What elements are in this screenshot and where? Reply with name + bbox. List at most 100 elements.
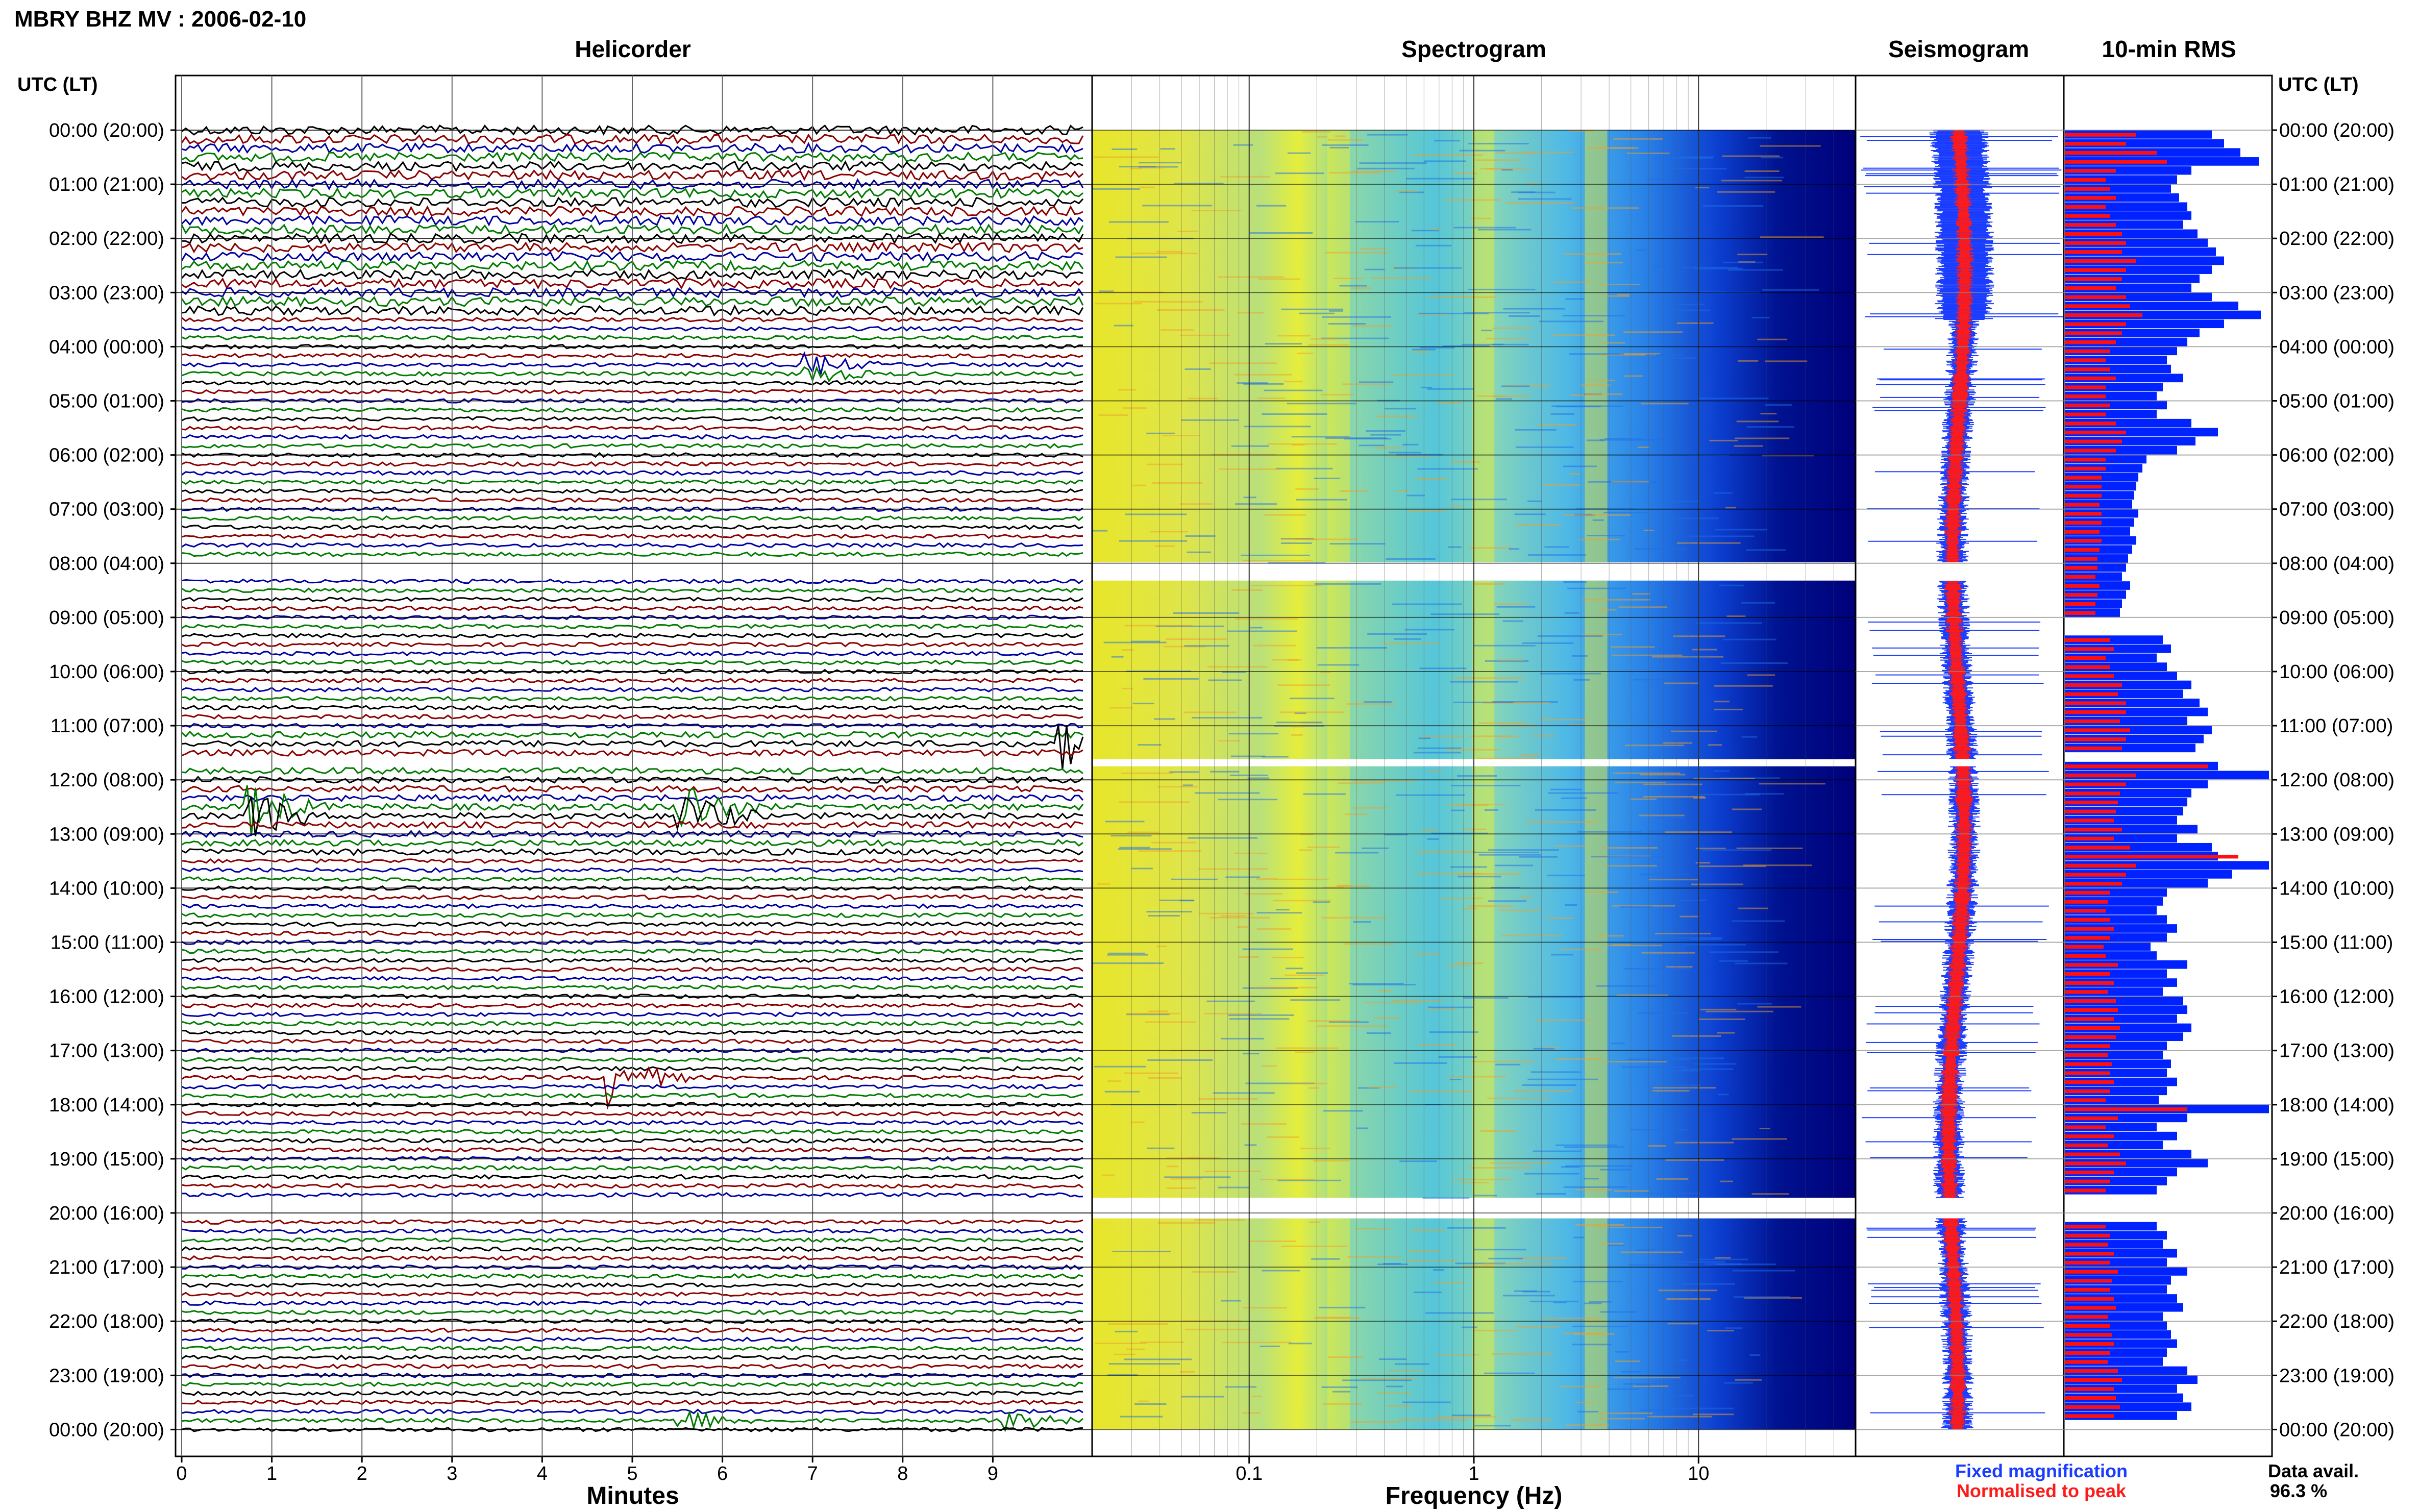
spectrogram-texture xyxy=(1689,938,1721,940)
spectrogram-texture xyxy=(1662,1070,1700,1072)
spectrogram-texture xyxy=(1626,152,1670,154)
spectrogram-texture xyxy=(1492,343,1503,345)
spectrogram-texture xyxy=(1570,394,1593,396)
spectrogram-texture xyxy=(1738,907,1768,909)
rms-normalised-bar xyxy=(2065,394,2106,399)
spectrogram-texture xyxy=(1592,519,1604,521)
spectrogram-texture xyxy=(1502,1295,1555,1297)
spectrogram-texture xyxy=(1599,1418,1645,1420)
spectrogram-texture xyxy=(1108,1363,1180,1365)
spectrogram-texture xyxy=(1732,1138,1787,1140)
spectrogram-texture xyxy=(1613,772,1681,774)
spectrogram-texture xyxy=(1715,1263,1776,1266)
spectrogram-texture xyxy=(1296,972,1328,974)
helicorder-x-tick-label: 0 xyxy=(176,1463,187,1484)
spectrogram-texture xyxy=(1209,362,1277,364)
rms-normalised-bar xyxy=(2065,1351,2110,1355)
helicorder-x-tick-label: 8 xyxy=(897,1463,908,1484)
spectrogram-texture xyxy=(1273,900,1331,902)
spectrogram-texture xyxy=(1518,191,1556,193)
spectrogram-texture xyxy=(1520,754,1540,756)
spectrogram-texture xyxy=(1376,415,1417,417)
spectrogram-texture xyxy=(1125,513,1187,515)
spectrogram-texture xyxy=(1643,783,1702,785)
spectrogram-texture xyxy=(1698,865,1766,867)
spectrogram-texture xyxy=(1276,467,1333,469)
rms-normalised-bar xyxy=(2065,250,2122,254)
spectrogram-texture xyxy=(1188,398,1218,400)
rms-normalised-bar xyxy=(2065,449,2116,453)
spectrogram-texture xyxy=(1536,1019,1592,1021)
spectrogram-texture xyxy=(1119,801,1190,803)
spectrogram-texture xyxy=(1472,852,1539,853)
hour-label-right: 16:00 (12:00) xyxy=(2279,986,2395,1008)
spectrogram-texture xyxy=(1244,426,1311,428)
spectrogram-texture xyxy=(1667,1323,1699,1325)
spectrogram-texture xyxy=(1597,935,1624,937)
spectrogram-texture xyxy=(1721,180,1783,182)
hour-label-left: 10:00 (06:00) xyxy=(49,661,164,683)
rms-normalised-bar xyxy=(2065,809,2116,813)
spectrogram-texture xyxy=(1640,774,1686,776)
spectrogram-texture xyxy=(1241,554,1310,556)
spectrogram-texture xyxy=(1611,646,1655,648)
spectrogram-texture xyxy=(1367,134,1408,136)
spectrogram-texture xyxy=(1287,152,1311,154)
spectrogram-texture xyxy=(1725,507,1736,509)
spectrogram-texture xyxy=(1669,1395,1694,1397)
spectrogram-texture xyxy=(1179,1371,1195,1373)
spectrogram-texture xyxy=(1478,722,1525,724)
spectrogram-texture xyxy=(1394,638,1421,640)
spectrogram-texture xyxy=(1522,1084,1576,1086)
rms-normalised-bar xyxy=(2065,1306,2116,1310)
spectrogram-texture xyxy=(1732,1270,1795,1272)
spectrogram-texture xyxy=(1522,642,1574,644)
rms-normalised-bar xyxy=(2065,268,2126,272)
spectrogram-texture xyxy=(1682,1283,1735,1285)
spectrogram-texture xyxy=(1734,445,1763,447)
spectrogram-texture xyxy=(1262,1270,1300,1272)
rms-normalised-bar xyxy=(2065,286,2116,290)
spectrogram-texture xyxy=(1335,852,1379,854)
spectrogram-texture xyxy=(1586,439,1605,441)
spectrogram-texture xyxy=(1436,1416,1497,1418)
spectrogram-texture xyxy=(1623,1383,1661,1385)
rms-normalised-bar xyxy=(2065,1396,2116,1400)
spectrogram-texture xyxy=(1757,1006,1801,1008)
spectrogram-texture xyxy=(1485,660,1529,662)
spectrogram-texture xyxy=(1295,488,1319,490)
spectrogram-texture xyxy=(1133,301,1203,303)
spectrogram-texture xyxy=(1334,278,1364,280)
spectrogram-texture xyxy=(1264,389,1323,391)
spectrogram-texture xyxy=(1516,524,1561,526)
helicorder-x-tick-label: 4 xyxy=(537,1463,548,1484)
hour-label-left: 21:00 (17:00) xyxy=(49,1257,164,1278)
spectrogram-texture xyxy=(1760,413,1777,415)
rms-normalised-bar xyxy=(2065,701,2126,705)
spectrogram-texture xyxy=(1414,1292,1442,1294)
spectrogram-texture xyxy=(1138,744,1162,746)
spectrogram-texture xyxy=(1655,817,1685,819)
spectrogram-texture xyxy=(1134,1403,1167,1405)
spectrogram-texture xyxy=(1411,1229,1444,1231)
spectrogram-texture xyxy=(1448,546,1462,548)
spectrogram-bright-band xyxy=(1585,766,1608,1198)
hour-label-left: 08:00 (04:00) xyxy=(49,553,164,575)
spectrogram-texture xyxy=(1220,915,1247,917)
spectrogram-texture xyxy=(1357,167,1415,169)
spectrogram-texture xyxy=(1412,351,1429,353)
spectrogram-texture xyxy=(1464,312,1530,314)
spectrogram-texture xyxy=(1569,130,1594,132)
spectrogram-texture xyxy=(1451,785,1521,786)
spectrogram-texture xyxy=(1486,168,1529,170)
spectrogram-texture xyxy=(1749,1354,1761,1356)
spectrogram-texture xyxy=(1164,1176,1231,1178)
spectrogram-texture xyxy=(1265,343,1302,345)
spectrogram-texture xyxy=(1162,435,1200,436)
spectrogram-texture xyxy=(1440,897,1483,899)
spectrogram-texture xyxy=(1321,916,1388,919)
hour-label-right: 00:00 (20:00) xyxy=(2279,120,2395,141)
hour-label-left: 11:00 (07:00) xyxy=(51,715,164,737)
spectrogram-texture xyxy=(1458,873,1521,875)
spectrogram-texture xyxy=(1717,1094,1729,1096)
